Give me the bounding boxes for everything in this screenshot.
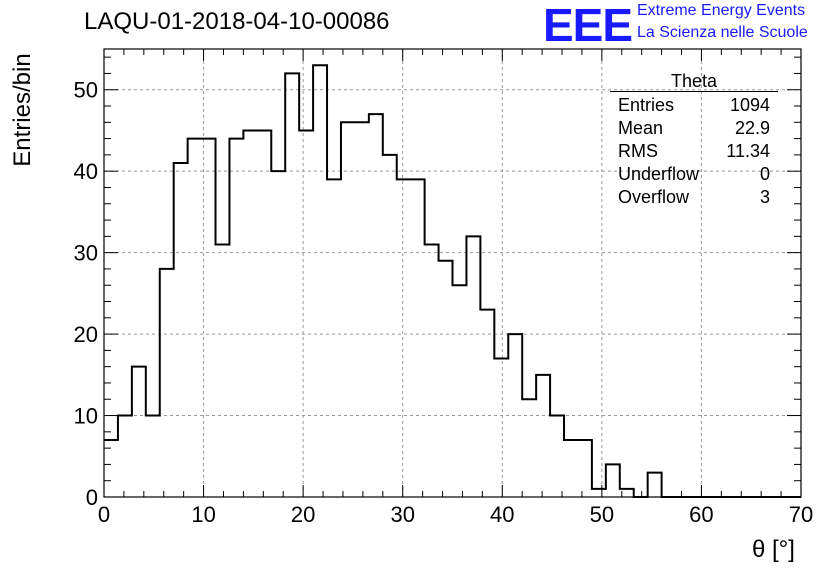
stats-box: Theta Entries 1094 Mean 22.9 RMS 11.34 U… <box>610 71 778 209</box>
histogram-bin <box>355 122 369 497</box>
histogram-bin <box>620 489 634 497</box>
histogram-bin <box>564 440 578 497</box>
histogram-bin <box>439 261 453 497</box>
logo-subtitle-line1: Extreme Energy Events <box>637 2 806 19</box>
histogram-bin <box>257 130 271 497</box>
histogram-line <box>104 64 801 498</box>
histogram-bin <box>104 440 118 497</box>
histogram-bin <box>522 399 536 497</box>
histogram-bin <box>578 440 592 497</box>
x-tick-label: 20 <box>291 502 315 527</box>
stats-value: 0 <box>759 164 770 184</box>
histogram-bin <box>313 65 327 497</box>
histogram-bin <box>299 130 313 497</box>
histogram-bin <box>550 416 564 497</box>
stats-row-underflow: Underflow 0 <box>610 163 778 186</box>
stats-label: Mean <box>618 118 664 138</box>
y-tick-label: 30 <box>74 241 98 266</box>
histogram-bin <box>285 73 299 497</box>
histogram-bin <box>411 179 425 497</box>
x-tick-label: 10 <box>191 502 215 527</box>
histogram-bin <box>341 122 355 497</box>
histogram-bin <box>271 171 285 497</box>
y-tick-label: 50 <box>74 78 98 103</box>
y-tick-label: 20 <box>74 322 98 347</box>
histogram-bin <box>243 130 257 497</box>
x-tick-label: 70 <box>789 502 813 527</box>
histogram-bin <box>229 139 243 497</box>
eee-logo: EEE <box>543 0 633 51</box>
stats-value: 1094 <box>729 95 770 115</box>
histogram-bin <box>397 179 411 497</box>
histogram-bin <box>648 473 662 497</box>
histogram-bin <box>118 416 132 497</box>
stats-title: Theta <box>610 71 778 92</box>
histogram-bin <box>480 310 494 497</box>
x-tick-label: 60 <box>689 502 713 527</box>
y-tick-label: 0 <box>86 485 98 510</box>
stats-value: 22.9 <box>734 118 770 138</box>
histogram-bin <box>146 416 160 497</box>
histogram-bin <box>188 139 202 497</box>
x-axis-label: θ [°] <box>752 536 795 563</box>
stats-row-mean: Mean 22.9 <box>610 117 778 140</box>
histogram-bin <box>369 114 383 497</box>
plot-frame <box>103 48 802 498</box>
stats-row-rms: RMS 11.34 <box>610 140 778 163</box>
stats-value: 11.34 <box>726 141 770 161</box>
x-tick-label: 30 <box>390 502 414 527</box>
logo-subtitle-line2: La Scienza nelle Scuole <box>637 24 808 41</box>
y-tick-label: 40 <box>74 159 98 184</box>
chart-title: LAQU-01-2018-04-10-00086 <box>84 8 390 35</box>
stats-label: Underflow <box>618 164 700 184</box>
y-tick-label: 10 <box>74 404 98 429</box>
stats-value: 3 <box>759 187 770 207</box>
stats-row-overflow: Overflow 3 <box>610 186 778 209</box>
histogram-bin <box>132 367 146 497</box>
stats-label: Overflow <box>618 187 690 207</box>
histogram-bin <box>494 359 508 497</box>
stats-label: RMS <box>618 141 658 161</box>
histogram-bin <box>453 285 467 497</box>
histogram-bin <box>508 334 522 497</box>
histogram-bin <box>536 375 550 497</box>
stats-label: Entries <box>618 95 675 115</box>
x-tick-label: 0 <box>98 502 110 527</box>
histogram-bin <box>425 244 439 497</box>
histogram-bin <box>592 489 606 497</box>
histogram-bin <box>606 464 620 497</box>
x-tick-label: 50 <box>590 502 614 527</box>
x-tick-label: 40 <box>490 502 514 527</box>
histogram-bin <box>174 163 188 497</box>
histogram-bin <box>466 236 480 497</box>
histogram-bin <box>383 155 397 497</box>
histogram-bin <box>160 269 174 497</box>
histogram-bin <box>216 244 230 497</box>
stats-row-entries: Entries 1094 <box>610 94 778 117</box>
histogram-bin <box>202 139 216 497</box>
histogram-bin <box>327 179 341 497</box>
